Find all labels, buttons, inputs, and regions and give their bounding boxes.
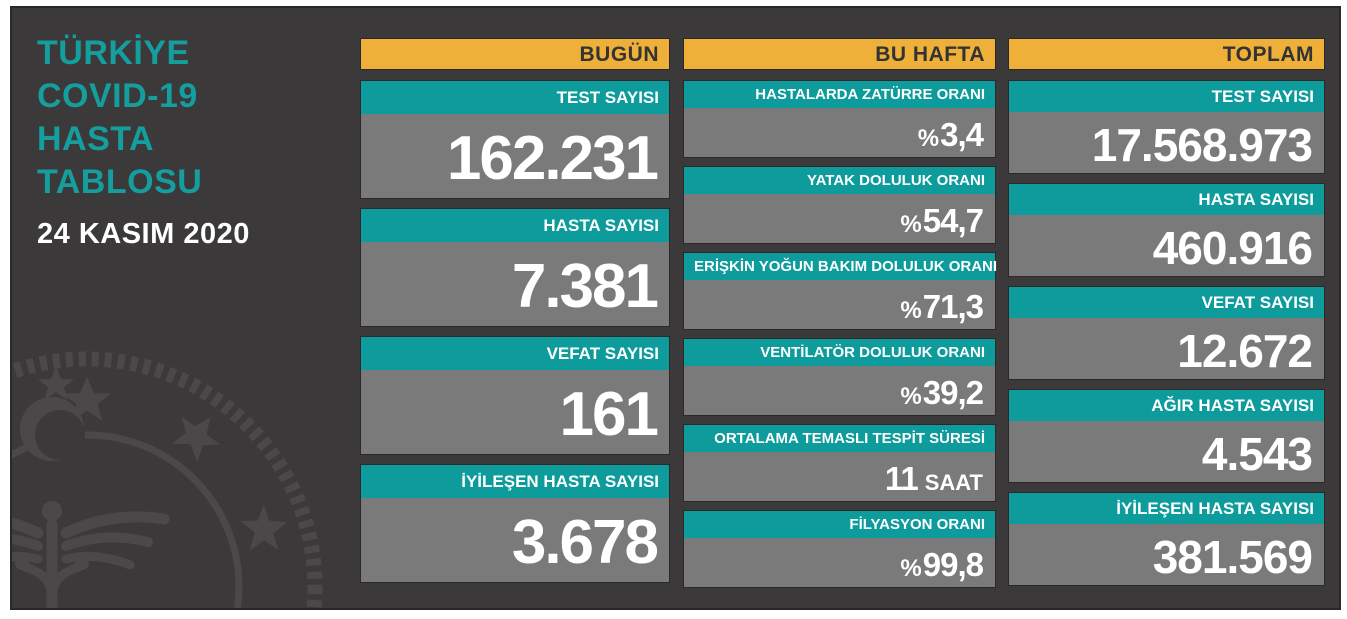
title-line: COVID-19 — [37, 77, 198, 115]
stat-label: İYİLEŞEN HASTA SAYISI — [1009, 493, 1324, 524]
stat-label: ERİŞKİN YOĞUN BAKIM DOLULUK ORANI — [684, 253, 997, 280]
title-line: TÜRKİYE — [37, 34, 190, 72]
stat-label: ORTALAMA TEMASLI TESPİT SÜRESİ — [684, 425, 995, 452]
stat-label: AĞIR HASTA SAYISI — [1009, 390, 1324, 421]
percent-sign: % — [900, 211, 922, 238]
stat-number: 39,2 — [922, 374, 984, 411]
stat-card-test-sayisi-bugun: TEST SAYISI 162.231 — [360, 80, 670, 199]
stat-card-ventilator-doluluk: VENTİLATÖR DOLULUK ORANI %39,2 — [683, 338, 996, 416]
stat-label: İYİLEŞEN HASTA SAYISI — [361, 465, 669, 498]
stat-label: YATAK DOLULUK ORANI — [684, 167, 995, 194]
stat-number: 54,7 — [922, 202, 984, 239]
page-title: TÜRKİYE COVID-19 HASTA TABLOSU — [37, 32, 202, 204]
stat-label: TEST SAYISI — [1009, 81, 1324, 112]
stat-label: TEST SAYISI — [361, 81, 669, 114]
column-header-toplam: TOPLAM — [1008, 38, 1325, 70]
stat-label: VENTİLATÖR DOLULUK ORANI — [684, 339, 995, 366]
stat-value: %99,8 — [684, 538, 995, 587]
percent-sign: % — [900, 383, 922, 410]
stat-value: 460.916 — [1009, 215, 1324, 276]
stat-card-agir-hasta-sayisi: AĞIR HASTA SAYISI 4.543 — [1008, 389, 1325, 483]
stat-value: 3.678 — [361, 498, 669, 582]
stat-card-vefat-sayisi-toplam: VEFAT SAYISI 12.672 — [1008, 286, 1325, 380]
stat-value: 4.543 — [1009, 421, 1324, 482]
stat-card-temasli-tespit-suresi: ORTALAMA TEMASLI TESPİT SÜRESİ 11 SAAT — [683, 424, 996, 502]
covid-dashboard-panel: TÜRKİYE COVID-19 HASTA TABLOSU 24 KASIM … — [10, 6, 1341, 610]
stat-value: 12.672 — [1009, 318, 1324, 379]
stat-card-yogun-bakim-doluluk: ERİŞKİN YOĞUN BAKIM DOLULUK ORANI %71,3 — [683, 252, 997, 330]
percent-sign: % — [917, 125, 940, 152]
stat-card-vefat-sayisi-bugun: VEFAT SAYISI 161 — [360, 336, 670, 455]
title-line: HASTA — [37, 120, 155, 158]
stat-value: 17.568.973 — [1009, 112, 1324, 173]
stat-label: VEFAT SAYISI — [361, 337, 669, 370]
percent-sign: % — [900, 555, 922, 582]
stat-number: 99,8 — [922, 546, 984, 583]
stat-label: HASTALARDA ZATÜRRE ORANI — [684, 81, 995, 108]
stat-number: 71,3 — [922, 288, 984, 325]
stat-value: 161 — [361, 370, 669, 454]
stat-label: FİLYASYON ORANI — [684, 511, 995, 538]
stat-number: 3,4 — [940, 116, 984, 153]
stat-card-hasta-sayisi-bugun: HASTA SAYISI 7.381 — [360, 208, 670, 327]
stat-card-iyilesen-hasta-toplam: İYİLEŞEN HASTA SAYISI 381.569 — [1008, 492, 1325, 586]
stat-value: %39,2 — [684, 366, 995, 415]
stat-value: %71,3 — [684, 280, 995, 329]
stat-number: 11 — [884, 460, 919, 497]
ministry-of-health-emblem-icon — [12, 351, 323, 608]
stat-label: HASTA SAYISI — [361, 209, 669, 242]
column-header-bugun: BUGÜN — [360, 38, 670, 70]
report-date: 24 KASIM 2020 — [37, 218, 250, 250]
column-header-bu-hafta: BU HAFTA — [683, 38, 996, 70]
stat-label: VEFAT SAYISI — [1009, 287, 1324, 318]
stat-value: 7.381 — [361, 242, 669, 326]
stat-card-test-sayisi-toplam: TEST SAYISI 17.568.973 — [1008, 80, 1325, 174]
stat-card-yatak-doluluk: YATAK DOLULUK ORANI %54,7 — [683, 166, 996, 244]
stat-value: 162.231 — [361, 114, 669, 198]
stat-value: 381.569 — [1009, 524, 1324, 585]
stat-value: %3,4 — [684, 108, 995, 157]
column-bu-hafta: BU HAFTA HASTALARDA ZATÜRRE ORANI %3,4 Y… — [683, 38, 997, 596]
caduceus-crescent-group — [12, 367, 170, 608]
stat-value: %54,7 — [684, 194, 995, 243]
column-bugun: BUGÜN TEST SAYISI 162.231 HASTA SAYISI 7… — [360, 38, 670, 592]
stat-card-filyasyon-orani: FİLYASYON ORANI %99,8 — [683, 510, 996, 588]
title-line: TABLOSU — [37, 163, 203, 201]
stat-card-iyilesen-hasta-bugun: İYİLEŞEN HASTA SAYISI 3.678 — [360, 464, 670, 583]
percent-sign: % — [900, 297, 922, 324]
stat-label: HASTA SAYISI — [1009, 184, 1324, 215]
stat-card-zaturre-orani: HASTALARDA ZATÜRRE ORANI %3,4 — [683, 80, 996, 158]
stat-value: 11 SAAT — [684, 452, 995, 501]
column-toplam: TOPLAM TEST SAYISI 17.568.973 HASTA SAYI… — [1008, 38, 1325, 595]
unit-label: SAAT — [924, 470, 983, 495]
stat-card-hasta-sayisi-toplam: HASTA SAYISI 460.916 — [1008, 183, 1325, 277]
